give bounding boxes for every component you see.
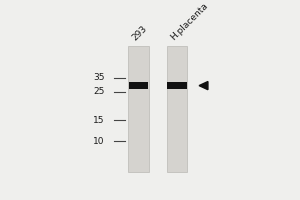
Text: 293: 293 <box>130 24 149 42</box>
Text: 15: 15 <box>93 116 105 125</box>
Text: 35: 35 <box>93 73 105 82</box>
Text: 10: 10 <box>93 137 105 146</box>
Text: H.placenta: H.placenta <box>169 2 210 42</box>
Bar <box>129 82 148 89</box>
Bar <box>167 46 188 172</box>
Text: 25: 25 <box>94 87 105 96</box>
Bar <box>167 82 187 89</box>
Polygon shape <box>199 82 208 90</box>
Bar <box>128 46 149 172</box>
